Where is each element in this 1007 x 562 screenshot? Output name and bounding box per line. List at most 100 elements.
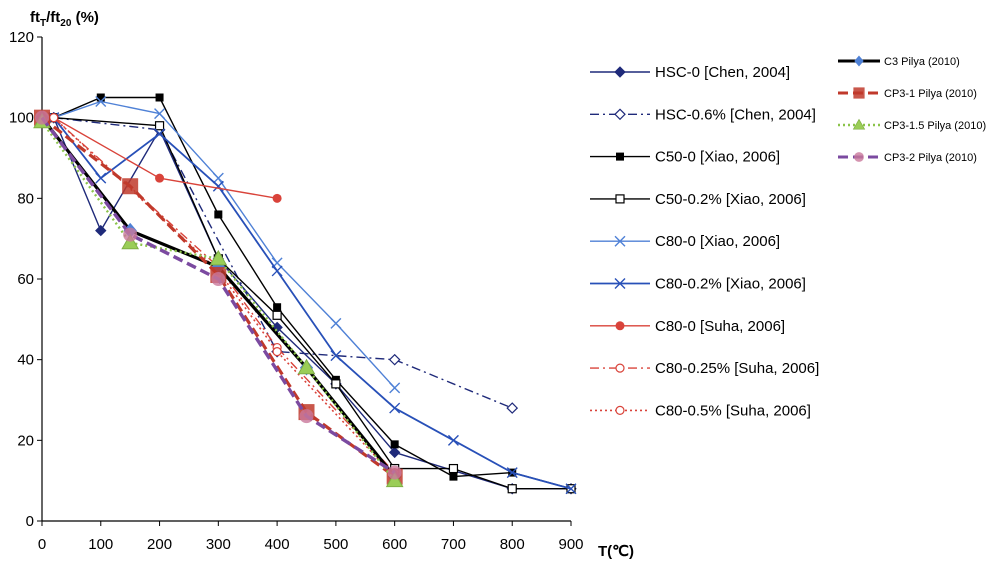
series-c80-0-5-suha-2006 [50, 114, 399, 481]
legend-label: C80-0.2% [Xiao, 2006] [655, 276, 806, 293]
x-tick-label: 100 [88, 536, 113, 553]
series-line [54, 118, 571, 489]
x-tick-label: 500 [323, 536, 348, 553]
legend-marker [616, 195, 624, 203]
legend-marker [615, 67, 625, 77]
legend-marker-shape [615, 67, 625, 77]
series-cp3-1-pilya-2010 [34, 110, 403, 485]
legend-label: CP3-1 Pilya (2010) [884, 88, 977, 100]
legend-marker-shape [615, 109, 625, 119]
legend-marker [616, 321, 625, 330]
axes: 0204060801001200 100 200 300 400 500 600 700 800… [9, 29, 584, 553]
legend-item-hsc-0-chen-2004: HSC-0 [Chen, 2004] [590, 64, 790, 81]
data-point [448, 435, 458, 445]
legend-item-c80-0-xiao-2006: C80-0 [Xiao, 2006] [590, 233, 780, 250]
data-point [391, 440, 399, 448]
data-point [273, 348, 281, 356]
legend-item-c3-pilya-2010: C3 Pilya (2010) [838, 56, 960, 68]
data-point [449, 465, 457, 473]
legend-item-cp3-1-5-pilya-2010: CP3-1.5 Pilya (2010) [838, 119, 986, 132]
legend-label: C80-0.25% [Suha, 2006] [655, 360, 819, 377]
data-point [97, 94, 105, 102]
y-tick-label: 40 [17, 352, 34, 369]
data-point [96, 226, 106, 236]
legend-marker-shape [616, 153, 624, 161]
series-c80-0-2-xiao-2006 [49, 113, 576, 494]
legend-marker-shape [854, 152, 864, 162]
legend-marker-shape [616, 406, 624, 414]
legend-marker-shape [855, 56, 863, 66]
y-tick-label: 100 [9, 110, 34, 127]
legend-item-c50-0-2-xiao-2006: C50-0.2% [Xiao, 2006] [590, 191, 806, 208]
x-tick-label: 400 [265, 536, 290, 553]
data-point [331, 318, 341, 328]
legend-label: C50-0.2% [Xiao, 2006] [655, 191, 806, 208]
x-tick-label: 700 [441, 536, 466, 553]
legend-item-c80-0-suha-2006: C80-0 [Suha, 2006] [590, 318, 785, 335]
data-point [50, 114, 58, 122]
legend-item-cp3-2-pilya-2010: CP3-2 Pilya (2010) [838, 152, 977, 164]
series-line [54, 118, 571, 489]
legend-label: C3 Pilya (2010) [884, 56, 960, 68]
series-c80-0-25-suha-2006 [50, 114, 399, 477]
y-tick-label: 60 [17, 271, 34, 288]
series-line [54, 118, 277, 199]
legend-item-c80-0-25-suha-2006: C80-0.25% [Suha, 2006] [590, 360, 819, 377]
legend-marker-shape [616, 364, 624, 372]
legend-item-cp3-1-pilya-2010: CP3-1 Pilya (2010) [838, 87, 977, 100]
legend-marker-shape [853, 87, 864, 98]
data-point [156, 122, 164, 130]
legend-item-hsc-0-6-chen-2004: HSC-0.6% [Chen, 2004] [590, 106, 816, 123]
y-tick-label: 20 [17, 432, 34, 449]
data-point [155, 174, 164, 183]
legend-marker [615, 109, 625, 119]
y-tick-label: 80 [17, 190, 34, 207]
legend-item-c50-0-xiao-2006: C50-0 [Xiao, 2006] [590, 149, 780, 166]
data-point [272, 266, 282, 276]
x-tick-label: 300 [206, 536, 231, 553]
series-cp3-2-pilya-2010 [35, 111, 402, 480]
legend-label: C80-0.5% [Suha, 2006] [655, 402, 811, 419]
data-point [332, 380, 340, 388]
legend-marker-shape [853, 119, 864, 129]
x-tick-label: 200 [147, 536, 172, 553]
legend-label: HSC-0 [Chen, 2004] [655, 64, 790, 81]
data-point [300, 409, 314, 423]
data-point [390, 403, 400, 413]
legend: HSC-0 [Chen, 2004] HSC-0.6% [Chen, 2004] C… [590, 56, 986, 419]
data-point [96, 173, 106, 183]
data-point [388, 466, 402, 480]
series-line [54, 118, 571, 489]
y-axis-label: ftT/ft20 (%) [30, 9, 99, 29]
series-c50-0-xiao-2006 [50, 94, 575, 493]
data-point [390, 355, 400, 365]
data-point [122, 178, 138, 194]
data-point [213, 173, 223, 183]
legend-label: C50-0 [Xiao, 2006] [655, 149, 780, 166]
series-line [42, 122, 395, 481]
x-tick-label: 800 [500, 536, 525, 553]
data-point [123, 228, 137, 242]
series-cp3-1-5-pilya-2010 [34, 114, 403, 487]
data-point [508, 485, 516, 493]
x-tick-label: 600 [382, 536, 407, 553]
data-point [156, 94, 164, 102]
x-axis-label: T(℃) [598, 543, 634, 560]
legend-marker [853, 119, 864, 129]
legend-marker [854, 152, 864, 162]
legend-marker [616, 364, 624, 372]
data-point [35, 111, 49, 125]
series-hsc-0-chen-2004 [49, 113, 576, 494]
data-point [449, 473, 457, 481]
data-point [273, 311, 281, 319]
series-line [54, 118, 395, 477]
legend-item-c80-0-2-xiao-2006: C80-0.2% [Xiao, 2006] [590, 276, 806, 293]
legend-label: CP3-2 Pilya (2010) [884, 152, 977, 164]
y-tick-label: 120 [9, 29, 34, 46]
data-point [213, 181, 223, 191]
data-point [210, 251, 226, 265]
series-c50-0-2-xiao-2006 [50, 114, 575, 493]
legend-item-c80-0-5-suha-2006: C80-0.5% [Suha, 2006] [590, 402, 811, 419]
x-tick-label: 0 [38, 536, 46, 553]
data-point [390, 383, 400, 393]
